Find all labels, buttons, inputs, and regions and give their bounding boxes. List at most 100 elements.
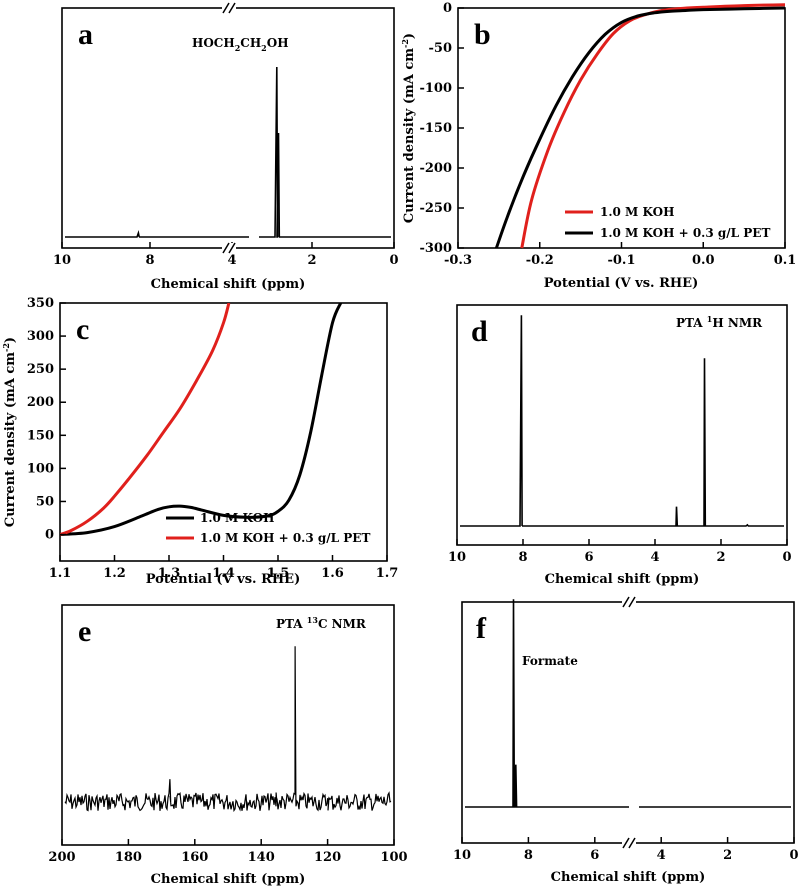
- panel-f-axis-break-top: [622, 596, 636, 608]
- panel-b-series-koh-pet: [494, 6, 786, 249]
- panel-d-xlabel: Chemical shift (ppm): [545, 572, 700, 587]
- x-tick-label: 140: [248, 850, 275, 865]
- x-tick-label: -0.2: [526, 253, 554, 268]
- x-tick-label: 0: [782, 550, 791, 565]
- x-tick-label: 2: [723, 848, 732, 863]
- y-tick-label: -100: [419, 81, 452, 96]
- x-tick-label: -0.1: [607, 253, 635, 268]
- panel-e-annotation: PTA 13C NMR: [276, 615, 367, 631]
- panel-b-series-koh: [520, 3, 786, 249]
- x-tick-label: 2: [307, 253, 316, 268]
- x-tick-label: -0.3: [444, 253, 472, 268]
- panel-e-x-ticks: 200 180 160 140 120 100: [48, 839, 408, 865]
- x-tick-label: 10: [448, 550, 466, 565]
- panel-c-series-koh: [60, 303, 343, 536]
- panel-c-xlabel: Potential (V vs. RHE): [146, 572, 301, 587]
- panel-e-xlabel: Chemical shift (ppm): [151, 872, 306, 887]
- panel-b-letter: b: [474, 18, 491, 51]
- panel-b-ticks: 0 -50 -100 -150 -200 -250 -300-0.3 -0.2 -0.1 0.0 0…: [419, 1, 796, 268]
- x-tick-label: 6: [584, 550, 593, 565]
- y-tick-label: 0: [443, 1, 452, 16]
- panel-a: a HOCH2CH2OH 10 8 4 2 0 Chemical shift (ppm): [53, 2, 399, 292]
- panel-c-legend-label-koh: 1.0 M KOH: [200, 511, 274, 525]
- panel-f-x-ticks: 10 8 6 4 2 0: [453, 837, 799, 863]
- panel-e: e PTA 13C NMR 200 180 160 140 120 100 Chemica…: [48, 604, 408, 887]
- panel-e-letter: e: [78, 615, 91, 648]
- panel-c-ylabel: Current density (mA cm-2): [1, 337, 18, 527]
- x-tick-label: 0: [389, 253, 398, 268]
- panel-c-legend: 1.0 M KOH 1.0 M KOH + 0.3 g/L PET: [166, 511, 370, 545]
- y-tick-label: -50: [429, 41, 453, 56]
- x-tick-label: 10: [53, 253, 71, 268]
- x-tick-label: 4: [650, 550, 659, 565]
- x-tick-label: 6: [590, 848, 599, 863]
- x-tick-label: 0.1: [774, 253, 797, 268]
- panel-d-annotation: PTA 1H NMR: [676, 314, 763, 330]
- panel-d-spectrum: [460, 315, 784, 527]
- panel-b-legend-label-koh-pet: 1.0 M KOH + 0.3 g/L PET: [600, 226, 770, 240]
- y-tick-label: -150: [419, 121, 452, 136]
- y-tick-label: 100: [27, 461, 54, 476]
- x-tick-label: 100: [380, 850, 407, 865]
- x-tick-label: 1.6: [321, 566, 344, 581]
- panel-a-xlabel: Chemical shift (ppm): [151, 277, 306, 292]
- x-tick-label: 120: [314, 850, 341, 865]
- x-tick-label: 160: [181, 850, 208, 865]
- panel-a-axis-break-top: [222, 2, 236, 14]
- y-tick-label: 150: [27, 428, 54, 443]
- y-tick-label: 300: [27, 329, 54, 344]
- panel-e-spectrum: [64, 646, 392, 813]
- x-tick-label: 200: [48, 850, 75, 865]
- x-tick-label: 4: [227, 253, 236, 268]
- panel-c-letter: c: [76, 313, 89, 346]
- panel-b-ylabel: Current density (mA cm-2): [400, 33, 417, 223]
- panel-a-spectrum: [65, 66, 391, 238]
- y-tick-label: 50: [36, 494, 54, 509]
- panel-b-xlabel: Potential (V vs. RHE): [544, 276, 699, 291]
- panel-c: c 0 50 100 150 200 250 300 350 1.1 1.2 1.3 1.4 1.5 1.…: [1, 296, 398, 587]
- panel-b: b 0 -50 -100 -150 -200 -250 -300-0.3 -0.2 -0.1 0.…: [400, 1, 796, 291]
- panel-f: f Formate 10 8 6 4 2 0 Chemical shift (ppm): [453, 596, 799, 885]
- y-tick-label: 200: [27, 395, 54, 410]
- x-tick-label: 8: [145, 253, 154, 268]
- panel-f-axis-break-bottom: [622, 837, 636, 849]
- x-tick-label: 10: [453, 848, 471, 863]
- x-tick-label: 1.3: [158, 566, 181, 581]
- x-tick-label: 1.4: [212, 566, 235, 581]
- x-tick-label: 8: [518, 550, 527, 565]
- panel-a-axis-break-bottom: [222, 242, 236, 254]
- x-tick-label: 1.7: [376, 566, 399, 581]
- panel-c-legend-label-koh-pet: 1.0 M KOH + 0.3 g/L PET: [200, 531, 370, 545]
- panel-a-letter: a: [78, 18, 93, 51]
- panel-d-letter: d: [471, 315, 488, 348]
- panel-f-letter: f: [476, 612, 487, 645]
- panel-e-frame: [61, 604, 395, 846]
- panel-d-x-ticks: 10 8 6 4 2 0: [448, 539, 792, 565]
- x-tick-label: 1.2: [103, 566, 126, 581]
- y-tick-label: 0: [45, 528, 54, 543]
- y-tick-label: -200: [419, 161, 452, 176]
- panel-c-series-koh-pet: [60, 303, 231, 536]
- x-tick-label: 1.1: [49, 566, 72, 581]
- panel-f-annotation: Formate: [522, 654, 578, 668]
- panel-b-legend-label-koh: 1.0 M KOH: [600, 205, 674, 219]
- y-tick-label: 250: [27, 362, 54, 377]
- panel-b-legend: 1.0 M KOH 1.0 M KOH + 0.3 g/L PET: [565, 205, 770, 240]
- x-tick-label: 180: [115, 850, 142, 865]
- panel-a-annotation: HOCH2CH2OH: [192, 36, 289, 53]
- y-tick-label: -250: [419, 201, 452, 216]
- panel-d: d PTA 1H NMR 10 8 6 4 2 0 Chemical shift (ppm…: [448, 304, 792, 587]
- panel-f-xlabel: Chemical shift (ppm): [551, 870, 706, 885]
- x-tick-label: 1.5: [267, 566, 290, 581]
- x-tick-label: 0.0: [692, 253, 715, 268]
- x-tick-label: 2: [716, 550, 725, 565]
- x-tick-label: 8: [524, 848, 533, 863]
- y-tick-label: -300: [419, 241, 452, 256]
- panel-f-spectrum: [465, 599, 791, 808]
- x-tick-label: 0: [789, 848, 798, 863]
- x-tick-label: 4: [657, 848, 666, 863]
- panel-c-ticks: 0 50 100 150 200 250 300 350 1.1 1.2 1.3 1.4 1.5 1.6 1…: [27, 296, 398, 581]
- panel-d-frame: [456, 304, 788, 546]
- y-tick-label: 350: [27, 296, 54, 311]
